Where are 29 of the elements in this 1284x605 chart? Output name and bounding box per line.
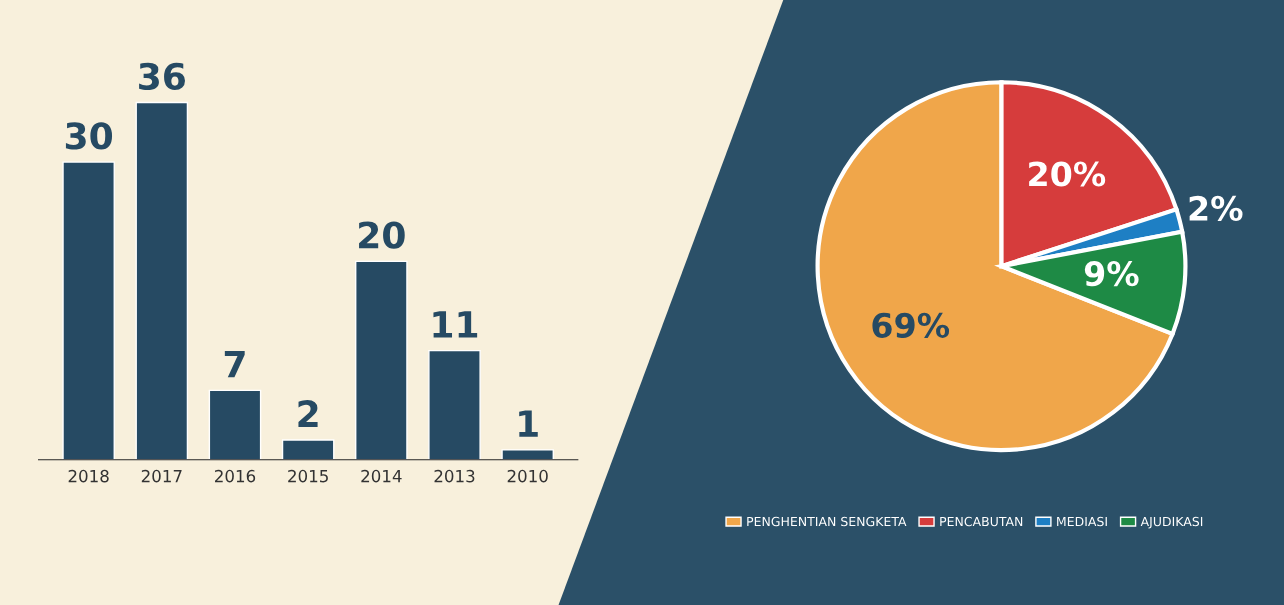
bar: [135, 101, 189, 460]
legend-label: AJUDIKASI: [1140, 516, 1203, 529]
legend-label: PENCABUTAN: [940, 516, 1023, 527]
data-label: 1: [519, 410, 538, 437]
data-label: 30: [65, 122, 113, 150]
data-label: 36: [139, 62, 185, 91]
bar: [355, 260, 408, 460]
x-tick-label: 2014: [361, 469, 402, 483]
x-tick-label: 2013: [434, 469, 475, 483]
data-label: 11: [433, 311, 478, 338]
x-tick-label: 2018: [68, 469, 109, 483]
legend-label: PENGHENTIAN SENGKETA: [747, 516, 907, 527]
bar: [501, 449, 554, 460]
x-tick-label: 2017: [141, 469, 182, 483]
data-label: 20: [359, 221, 405, 249]
x-tick-label: 2016: [215, 469, 256, 483]
bar: [208, 389, 262, 460]
legend-label: MEDIASI: [1057, 516, 1107, 527]
data-label: 2%: [1189, 195, 1243, 221]
x-tick-label: 2010: [507, 469, 548, 483]
bar: [428, 349, 481, 460]
data-label: 20%: [1029, 161, 1106, 187]
bar: [281, 439, 335, 460]
data-label: 69%: [872, 312, 950, 338]
data-label: 2: [298, 400, 318, 427]
data-label: 9%: [1084, 261, 1139, 287]
bar: [62, 161, 115, 460]
data-label: 7: [224, 350, 245, 378]
x-tick-label: 2015: [288, 469, 328, 483]
